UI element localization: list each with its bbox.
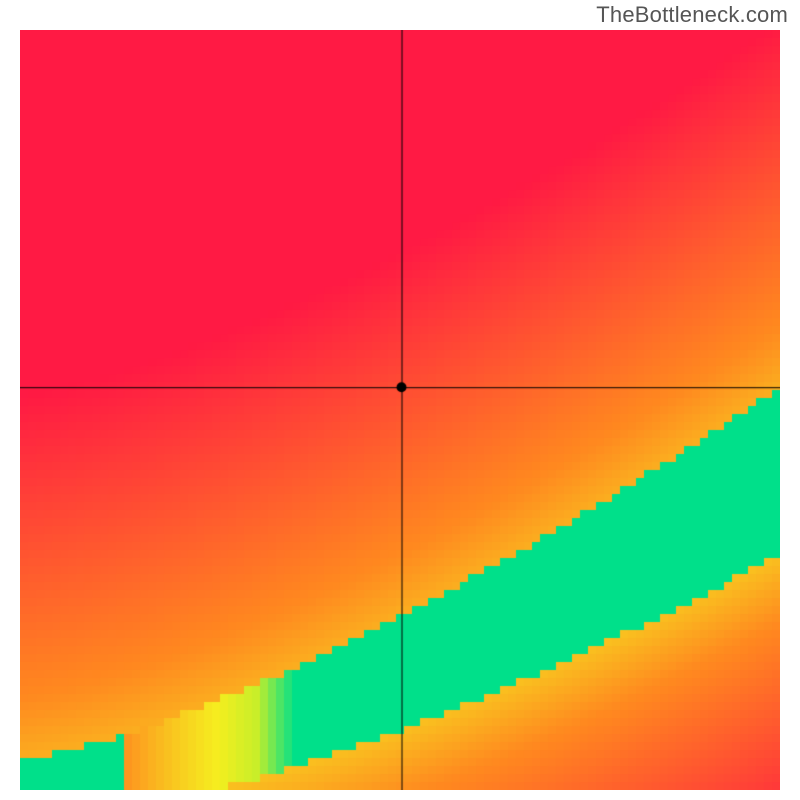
heatmap-chart bbox=[20, 30, 780, 790]
heatmap-canvas bbox=[20, 30, 780, 790]
watermark-text: TheBottleneck.com bbox=[596, 2, 788, 28]
